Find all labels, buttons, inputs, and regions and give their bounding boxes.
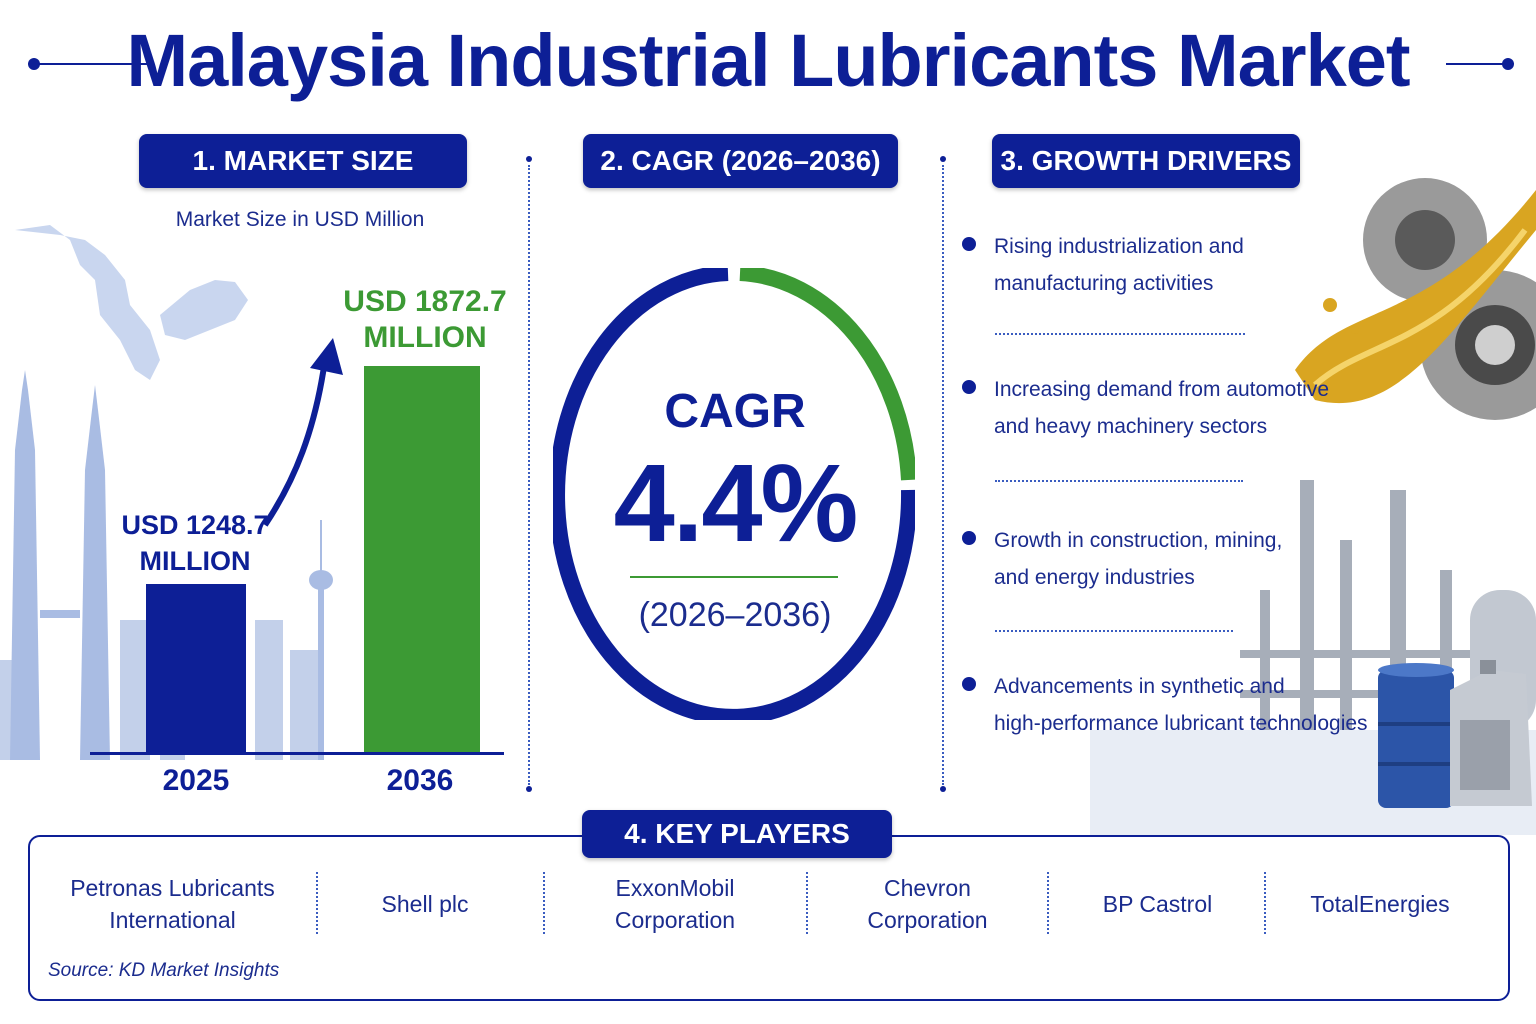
bar-2025	[146, 584, 246, 753]
column-separator-1	[528, 165, 530, 785]
market-size-subtitle: Market Size in USD Million	[175, 208, 425, 231]
bar-2036-value-line1: USD 1872.7	[343, 285, 507, 318]
driver-divider-1	[995, 333, 1245, 335]
title-rule-right	[1446, 63, 1508, 65]
cagr-label: CAGR	[664, 385, 806, 438]
driver-divider-2	[995, 480, 1243, 482]
driver-item-3: Growth in construction, mining, and ener…	[962, 522, 1342, 602]
title-dot-right	[1502, 58, 1514, 70]
title-rule-left	[34, 63, 154, 65]
separator-dot-bottom-1	[526, 786, 532, 792]
key-players-header: 4. KEY PLAYERS	[582, 810, 892, 858]
player-separator	[543, 872, 545, 934]
player-4-line2: Corporation	[867, 907, 988, 933]
player-separator	[1047, 872, 1049, 934]
player-exxonmobil: ExxonMobil Corporation	[560, 870, 790, 938]
lubricant-jug-icon	[1450, 660, 1532, 806]
driver-2-line1: Increasing demand from automotive	[994, 378, 1330, 401]
player-1-line2: International	[109, 907, 236, 933]
bullet-icon	[962, 380, 976, 394]
player-3-line2: Corporation	[614, 907, 736, 933]
chart-baseline	[90, 752, 504, 755]
driver-1-line2: manufacturing activities	[994, 272, 1214, 295]
player-4-line1: Chevron	[884, 875, 971, 901]
player-2-line1: Shell plc	[381, 891, 469, 917]
player-1-line1: Petronas Lubricants	[70, 875, 275, 901]
separator-dot-top-1	[526, 156, 532, 162]
cagr-period: (2026–2036)	[638, 596, 832, 634]
player-totalenergies: TotalEnergies	[1280, 870, 1480, 938]
separator-dot-top-2	[940, 156, 946, 162]
player-separator	[316, 872, 318, 934]
cagr-value: 4.4%	[613, 442, 859, 565]
bar-2036	[364, 366, 480, 753]
bullet-icon	[962, 531, 976, 545]
bar-2025-value-label: USD 1248.7 MILLION	[120, 507, 270, 579]
gears-oil-illustration	[1295, 178, 1536, 420]
driver-item-2: Increasing demand from automotive and he…	[962, 371, 1342, 451]
oil-drum-icon	[1378, 663, 1454, 808]
growth-drivers-header: 3. GROWTH DRIVERS	[992, 134, 1300, 188]
year-label-2025: 2025	[162, 764, 230, 797]
cagr-divider	[630, 576, 838, 578]
player-petronas: Petronas Lubricants International	[55, 870, 290, 938]
player-separator	[1264, 872, 1266, 934]
bullet-icon	[962, 677, 976, 691]
driver-3-line1: Growth in construction, mining,	[994, 529, 1283, 552]
key-players-box	[28, 835, 1510, 1001]
page-title: Malaysia Industrial Lubricants Market	[126, 19, 1410, 102]
bar-2025-value-line1: USD 1248.7	[121, 510, 269, 540]
driver-4-line2: high-performance lubricant technologies	[994, 712, 1368, 735]
bullet-icon	[962, 237, 976, 251]
driver-1-line1: Rising industrialization and	[994, 235, 1244, 258]
growth-arrow-icon	[262, 338, 343, 527]
bar-2025-value-line2: MILLION	[139, 546, 251, 576]
player-separator	[806, 872, 808, 934]
driver-3-line2: and energy industries	[994, 566, 1195, 589]
player-bp-castrol: BP Castrol	[1060, 870, 1255, 938]
column-separator-2	[942, 165, 944, 785]
driver-item-4: Advancements in synthetic and high-perfo…	[962, 668, 1368, 748]
driver-4-line1: Advancements in synthetic and	[994, 675, 1285, 698]
year-label-2036: 2036	[386, 764, 454, 797]
twin-towers-skyline-illustration	[0, 370, 333, 760]
source-note: Source: KD Market Insights	[48, 960, 280, 981]
player-shell: Shell plc	[330, 870, 520, 938]
bar-2036-value-label: USD 1872.7 MILLION	[330, 284, 520, 356]
cagr-ring	[553, 268, 915, 720]
separator-dot-bottom-2	[940, 786, 946, 792]
market-size-header: 1. MARKET SIZE	[139, 134, 467, 188]
driver-item-1: Rising industrialization and manufacturi…	[962, 228, 1342, 308]
player-3-line1: ExxonMobil	[615, 875, 735, 901]
player-5-line1: BP Castrol	[1102, 891, 1213, 917]
driver-2-line2: and heavy machinery sectors	[994, 415, 1268, 438]
bar-2036-value-line2: MILLION	[363, 321, 487, 354]
player-6-line1: TotalEnergies	[1310, 891, 1450, 917]
driver-divider-3	[995, 630, 1233, 632]
cagr-header: 2. CAGR (2026–2036)	[583, 134, 898, 188]
player-chevron: Chevron Corporation	[820, 870, 1035, 938]
malaysia-map-illustration	[15, 225, 248, 380]
